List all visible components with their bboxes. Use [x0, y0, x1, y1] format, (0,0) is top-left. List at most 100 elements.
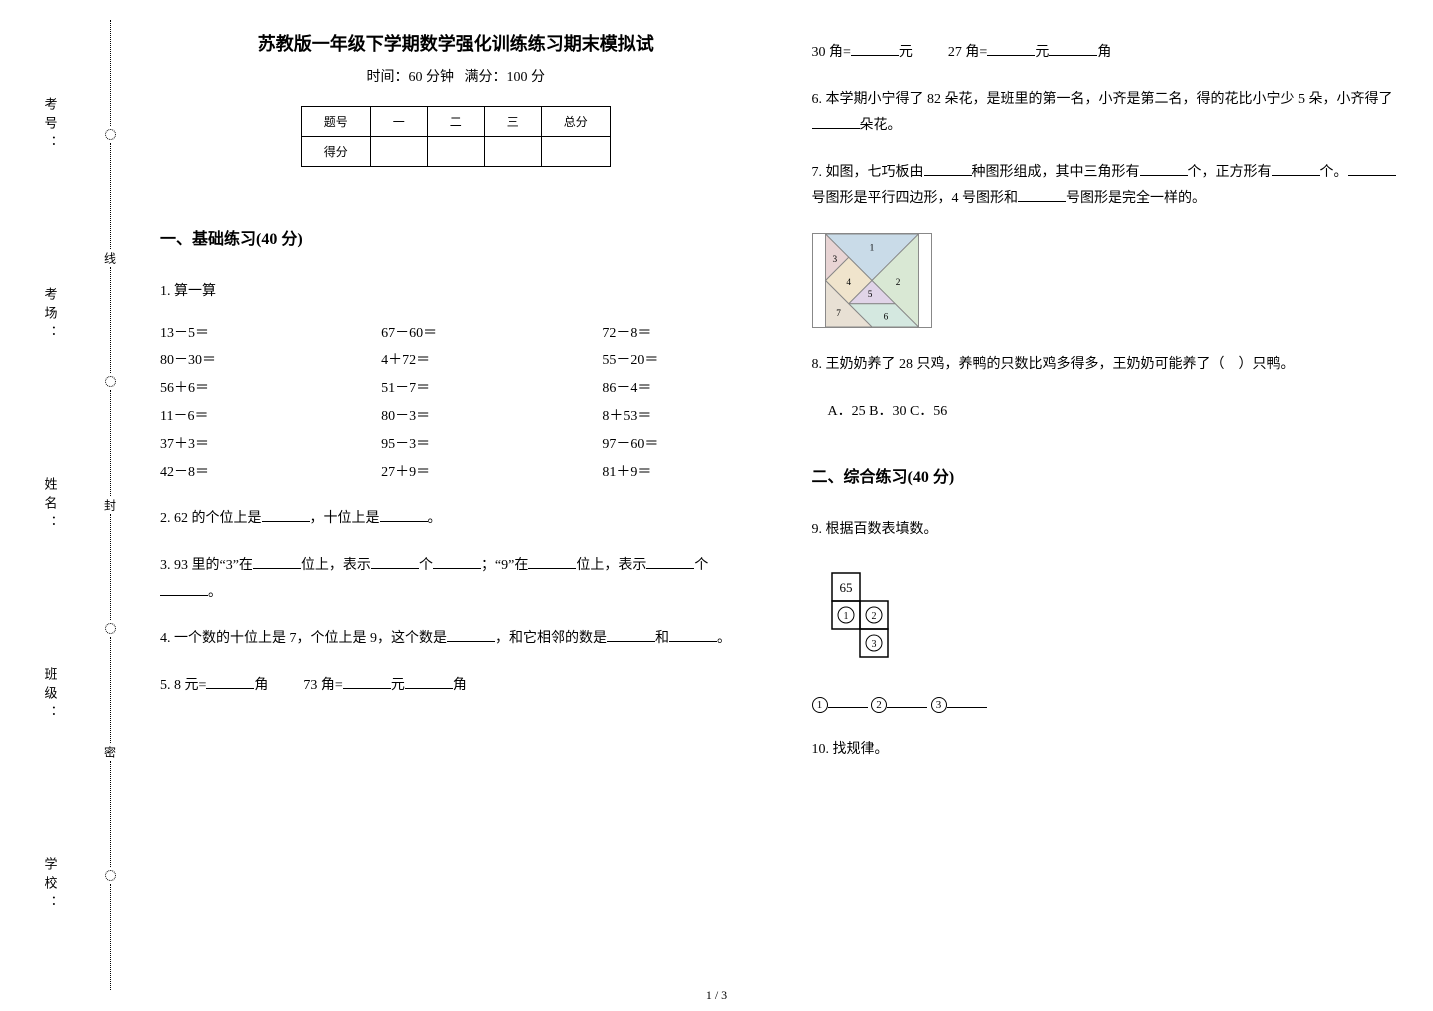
right-column: 30 角= 元 27 角= 元 角 6. 本学期小宁得了 82 朵花，是班里的第一名，… — [812, 30, 1404, 981]
tangram-label: 1 — [869, 244, 874, 254]
sidebar-label: 考场： — [41, 287, 60, 344]
q5-text: 73 角= — [303, 678, 342, 693]
calc-item: 42－8＝ — [160, 461, 357, 485]
score-header: 题号 — [301, 107, 370, 137]
fold-char: 密 — [102, 746, 119, 758]
calc-item: 4＋72＝ — [357, 349, 554, 373]
exam-title: 苏教版一年级下学期数学强化训练练习期末模拟试 — [160, 30, 752, 56]
calc-item: 86－4＝ — [554, 377, 751, 401]
score-table: 题号 一 二 三 总分 得分 — [301, 106, 611, 167]
blank — [1272, 162, 1320, 176]
blank — [646, 555, 694, 569]
q8-text: 8. 王奶奶养了 28 只鸡，养鸭的只数比鸡多得多，王奶奶可能养了（ — [812, 357, 1225, 372]
calc-item: 11－6＝ — [160, 405, 357, 429]
q9-circ3: 3 — [871, 639, 876, 650]
score-cell — [370, 137, 427, 167]
blank — [947, 694, 987, 708]
calc-item: 72－8＝ — [554, 322, 751, 346]
q3-text: 个 — [419, 558, 433, 573]
blank — [887, 694, 927, 708]
blank — [1018, 188, 1066, 202]
blank — [528, 555, 576, 569]
q2-text: 2. 62 的个位上是 — [160, 511, 262, 526]
q1-calc-grid: 13－5＝ 67－60＝ 72－8＝ 80－30＝ 4＋72＝ 55－20＝ 5… — [160, 322, 752, 485]
q5b-text: 27 角= — [948, 45, 987, 60]
table-row: 题号 一 二 三 总分 — [301, 107, 610, 137]
q2: 2. 62 的个位上是，十位上是。 — [160, 506, 752, 533]
section1-heading: 一、基础练习(40 分) — [160, 225, 752, 249]
calc-item: 67－60＝ — [357, 322, 554, 346]
q5b-text: 元 — [1035, 45, 1049, 60]
page-content: 苏教版一年级下学期数学强化训练练习期末模拟试 时间：60 分钟 满分：100 分… — [160, 30, 1403, 981]
calc-item: 8＋53＝ — [554, 405, 751, 429]
blank — [405, 675, 453, 689]
q5b-text: 角 — [1097, 45, 1111, 60]
calc-item: 80－30＝ — [160, 349, 357, 373]
fold-dotted-line: 线 封 密 — [90, 20, 130, 990]
calc-item: 81＋9＝ — [554, 461, 751, 485]
q5b-text: 30 角= — [812, 45, 851, 60]
q4-text: 4. 一个数的十位上是 7，个位上是 9，这个数是 — [160, 631, 447, 646]
sidebar-label: 学校： — [41, 857, 60, 914]
fullmark-label: 满分：100 分 — [465, 70, 546, 85]
tangram-label: 6 — [883, 313, 888, 323]
calc-item: 13－5＝ — [160, 322, 357, 346]
q3-text: 位上，表示 — [576, 558, 646, 573]
q3-text: 3. 93 里的“3”在 — [160, 558, 253, 573]
blank — [447, 628, 495, 642]
sidebar-label: 考号： — [41, 97, 60, 154]
left-column: 苏教版一年级下学期数学强化训练练习期末模拟试 时间：60 分钟 满分：100 分… — [160, 30, 752, 981]
sidebar-label: 姓名： — [41, 477, 60, 534]
blank — [343, 675, 391, 689]
blank — [828, 694, 868, 708]
q1-label: 1. 算一算 — [160, 279, 752, 306]
q7-text: 个，正方形有 — [1188, 165, 1272, 180]
q3-text: 。 — [208, 585, 222, 600]
circled-3-icon: 3 — [931, 697, 947, 713]
blank — [262, 508, 310, 522]
q9-circ1: 1 — [843, 611, 848, 622]
q4: 4. 一个数的十位上是 7，个位上是 9，这个数是，和它相邻的数是和。 — [160, 626, 752, 653]
q5-text: 角 — [254, 678, 268, 693]
score-cell — [427, 137, 484, 167]
q9-answers-row: 1 2 3 — [812, 694, 1404, 713]
q6-text: 朵花。 — [860, 118, 902, 133]
q5b: 30 角= 元 27 角= 元 角 — [812, 40, 1404, 67]
q6-text: 6. 本学期小宁得了 82 朵花，是班里的第一名，小齐是第二名，得的花比小宁少 … — [812, 92, 1393, 107]
tangram-label: 7 — [836, 309, 841, 319]
tangram-label: 2 — [895, 278, 900, 288]
q7-text: 7. 如图，七巧板由 — [812, 165, 924, 180]
blank — [812, 115, 860, 129]
blank — [669, 628, 717, 642]
q2-text: ，十位上是 — [310, 511, 380, 526]
tangram-label: 3 — [832, 255, 837, 265]
q5b-text: 元 — [899, 45, 913, 60]
q5-text: 5. 8 元= — [160, 678, 206, 693]
blank — [1049, 42, 1097, 56]
q7: 7. 如图，七巧板由种图形组成，其中三角形有个，正方形有个。号图形是平行四边形，… — [812, 160, 1404, 213]
score-header: 总分 — [541, 107, 610, 137]
q4-text: ，和它相邻的数是 — [495, 631, 607, 646]
blank — [160, 582, 208, 596]
section2-heading: 二、综合练习(40 分) — [812, 463, 1404, 487]
q5-text: 角 — [453, 678, 467, 693]
calc-item: 51－7＝ — [357, 377, 554, 401]
q7-text: 种图形组成，其中三角形有 — [972, 165, 1140, 180]
q9-circ2: 2 — [871, 611, 876, 622]
blank — [206, 675, 254, 689]
q6: 6. 本学期小宁得了 82 朵花，是班里的第一名，小齐是第二名，得的花比小宁少 … — [812, 87, 1404, 140]
score-header: 三 — [484, 107, 541, 137]
blank — [987, 42, 1035, 56]
q4-text: 。 — [717, 631, 731, 646]
q8-options: A．25 B．30 C．56 — [812, 399, 1404, 426]
q8-text: ）只鸭。 — [1239, 357, 1295, 372]
calc-item: 56＋6＝ — [160, 377, 357, 401]
table-row: 得分 — [301, 137, 610, 167]
calc-item: 27＋9＝ — [357, 461, 554, 485]
q3: 3. 93 里的“3”在位上，表示个；“9”在位上，表示个。 — [160, 553, 752, 606]
tangram-label: 4 — [846, 278, 851, 288]
circled-1-icon: 1 — [812, 697, 828, 713]
q3-text: 个 — [694, 558, 708, 573]
fold-char: 封 — [102, 499, 119, 511]
calc-item: 95－3＝ — [357, 433, 554, 457]
